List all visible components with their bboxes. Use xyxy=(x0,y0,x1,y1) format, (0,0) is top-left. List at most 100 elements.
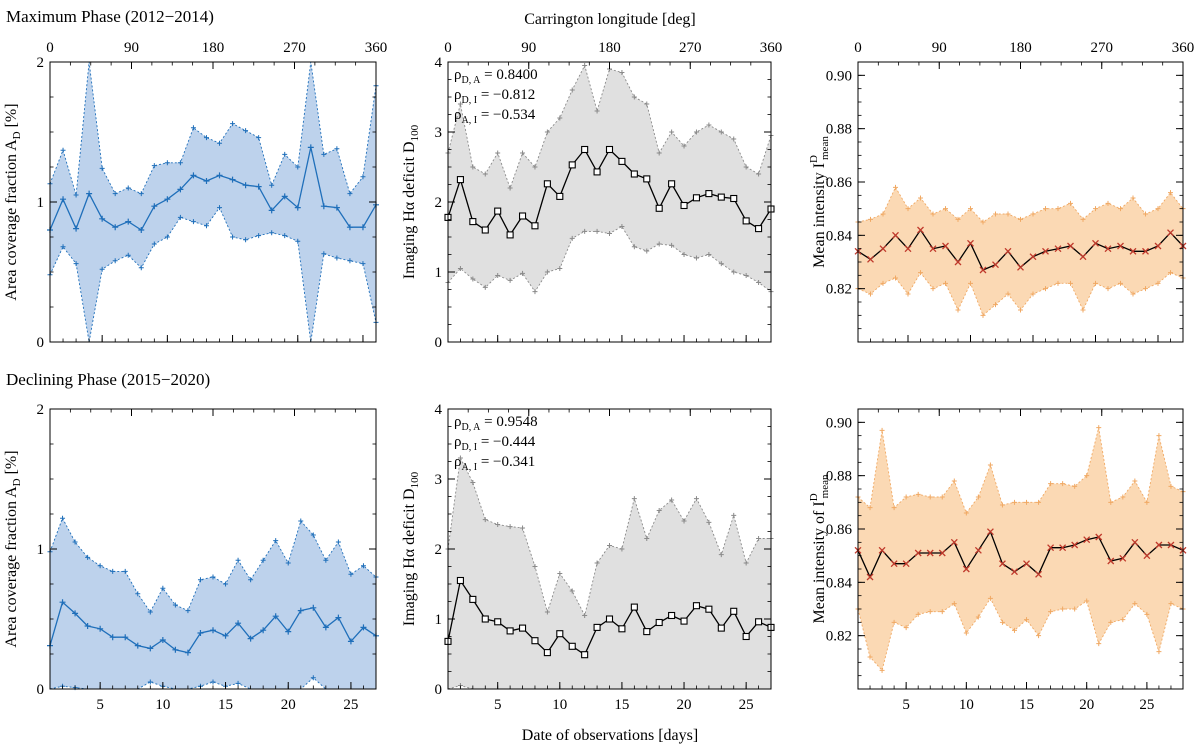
x-tick-label: 25 xyxy=(1139,697,1154,713)
lower-bound-marker xyxy=(999,619,1005,625)
row-title-maximum: Maximum Phase (2012−2014) xyxy=(6,7,214,26)
mean-point xyxy=(929,245,937,253)
upper-bound-marker xyxy=(582,63,588,68)
upper-bound-marker xyxy=(544,129,550,135)
mean-point xyxy=(72,610,79,617)
upper-bound-marker xyxy=(905,206,911,212)
lower-bound-marker xyxy=(993,302,998,308)
upper-bound-marker xyxy=(532,164,538,170)
lower-bound-marker xyxy=(594,228,600,234)
correlation-annotation: ρA, I = −0.534 xyxy=(454,107,536,126)
upper-bound-marker xyxy=(1132,478,1138,484)
correlation-annotation: ρD, A = 0.8400 xyxy=(454,67,538,86)
lower-bound-marker xyxy=(1132,601,1138,607)
mean-point xyxy=(1131,538,1139,546)
upper-bound-marker xyxy=(72,539,78,545)
lower-bound-marker xyxy=(544,269,550,275)
mean-point xyxy=(926,549,934,557)
mean-point xyxy=(469,595,477,603)
top-tick-label: 360 xyxy=(365,40,388,56)
correlation-annotation: ρD, I = −0.812 xyxy=(454,87,535,106)
lower-bound-marker xyxy=(532,289,538,295)
lower-bound-marker xyxy=(334,255,340,261)
top-tick-label: 0 xyxy=(444,40,452,56)
y-tick-label: 0.88 xyxy=(826,122,852,138)
lower-bound-marker xyxy=(927,609,933,615)
y-tick-label: 2 xyxy=(37,55,45,71)
mean-point xyxy=(177,186,184,193)
mean-point xyxy=(333,204,340,211)
mean-point xyxy=(568,161,576,169)
mean-point xyxy=(950,538,958,546)
upper-bound-marker xyxy=(557,115,563,121)
mean-point xyxy=(1117,242,1124,250)
upper-bound-marker xyxy=(256,135,262,141)
mean-point xyxy=(568,642,576,650)
y-tick-label: 2 xyxy=(37,402,45,418)
mean-point xyxy=(360,624,367,631)
upper-bound-marker xyxy=(918,195,923,201)
lower-bound-marker xyxy=(1168,601,1174,607)
mean-point xyxy=(1095,533,1103,541)
lower-bound-marker xyxy=(619,224,625,229)
top-tick-label: 270 xyxy=(283,40,306,56)
upper-bound-marker xyxy=(731,136,737,142)
y-tick-label: 0.90 xyxy=(826,68,852,84)
mean-line xyxy=(49,147,377,231)
y-tick-label: 1 xyxy=(435,612,443,628)
mean-point xyxy=(1042,247,1049,255)
mean-point xyxy=(605,145,614,154)
mean-point xyxy=(1167,541,1175,549)
lower-bound-marker xyxy=(482,284,488,290)
x-tick-label: 10 xyxy=(552,697,567,713)
y-tick-label: 0 xyxy=(435,335,443,351)
mean-point xyxy=(494,207,502,215)
top-tick-label: 360 xyxy=(760,40,783,56)
lower-bound-marker xyxy=(269,230,275,236)
y-tick-label: 2 xyxy=(435,195,443,211)
mean-point xyxy=(942,242,949,250)
lower-bound-marker xyxy=(1018,307,1023,313)
lower-bound-marker xyxy=(880,280,886,286)
mean-point xyxy=(59,599,66,606)
upper-bound-marker xyxy=(569,87,575,93)
mean-point xyxy=(164,196,171,203)
mean-point xyxy=(229,176,236,183)
mean-point xyxy=(556,630,564,638)
lower-bound-marker xyxy=(210,679,216,685)
x-tick-label: 20 xyxy=(281,697,296,713)
upper-bound-marker xyxy=(347,191,353,197)
upper-bound-marker xyxy=(619,546,625,552)
lower-bound-marker xyxy=(495,273,501,278)
lower-bound-line xyxy=(49,206,377,343)
lower-bound-marker xyxy=(1105,286,1111,292)
upper-bound-marker xyxy=(151,163,157,169)
lower-bound-marker xyxy=(1084,598,1090,604)
upper-bound-marker xyxy=(1130,195,1136,201)
y-tick-label: 0 xyxy=(435,682,443,698)
mean-point xyxy=(307,144,314,151)
upper-bound-marker xyxy=(891,505,897,511)
y-axis-label: Area coverage fraction AD [%] xyxy=(3,103,23,300)
upper-bound-marker xyxy=(999,502,1005,508)
lower-bound-marker xyxy=(868,291,873,297)
upper-bound-marker xyxy=(85,554,91,560)
upper-bound-marker xyxy=(260,557,266,563)
mean-point xyxy=(203,178,210,184)
mean-point xyxy=(60,196,67,203)
upper-bound-marker xyxy=(482,171,488,177)
mean-point xyxy=(1011,568,1018,576)
top-tick-label: 180 xyxy=(202,40,225,56)
upper-bound-marker xyxy=(1155,206,1161,212)
mean-point xyxy=(506,627,514,635)
lower-bound-marker xyxy=(1168,270,1173,276)
lower-bound-marker xyxy=(1072,606,1078,612)
lower-bound-marker xyxy=(631,244,637,250)
upper-bound-marker xyxy=(138,191,144,197)
x-tick-label: 25 xyxy=(343,697,358,713)
mean-point xyxy=(1035,570,1043,578)
lower-bound-marker xyxy=(644,248,650,254)
upper-bound-marker xyxy=(147,609,153,615)
upper-bound-marker xyxy=(927,494,933,500)
